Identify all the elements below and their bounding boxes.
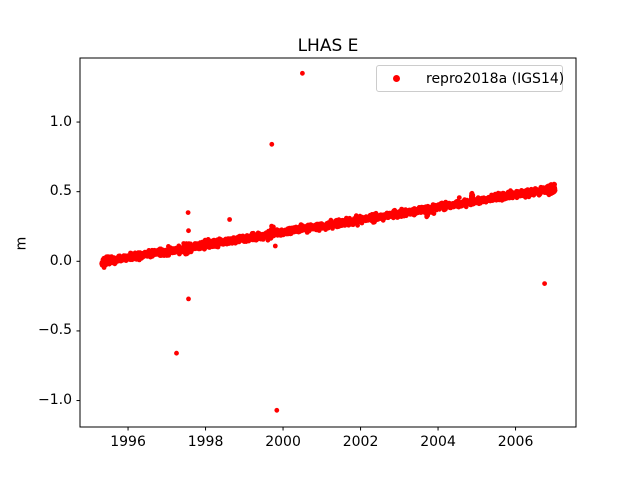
axes-frame — [79, 57, 577, 428]
x-tick-label: 2004 — [420, 434, 456, 450]
legend-marker-dot — [393, 75, 400, 82]
x-tick-label: 1996 — [110, 434, 146, 450]
x-tick-label: 2000 — [265, 434, 301, 450]
legend-label: repro2018a (IGS14) — [426, 70, 565, 87]
y-tick-label: 0.5 — [49, 183, 72, 200]
x-tick-label: 1998 — [187, 434, 224, 450]
y-tick-label: 1.0 — [49, 113, 72, 130]
y-tick-label: −0.5 — [38, 322, 72, 339]
chart-title: LHAS E — [297, 36, 359, 56]
legend: repro2018a (IGS14) — [376, 65, 565, 92]
scatter-series — [99, 70, 558, 413]
x-tick-label: 2006 — [497, 434, 534, 450]
y-axis-label: m — [13, 236, 30, 251]
x-tick-label: 2002 — [342, 434, 379, 450]
y-tick-label: −1.0 — [38, 392, 72, 409]
y-tick-label: 0.0 — [49, 252, 72, 269]
tick-marks — [76, 121, 517, 431]
